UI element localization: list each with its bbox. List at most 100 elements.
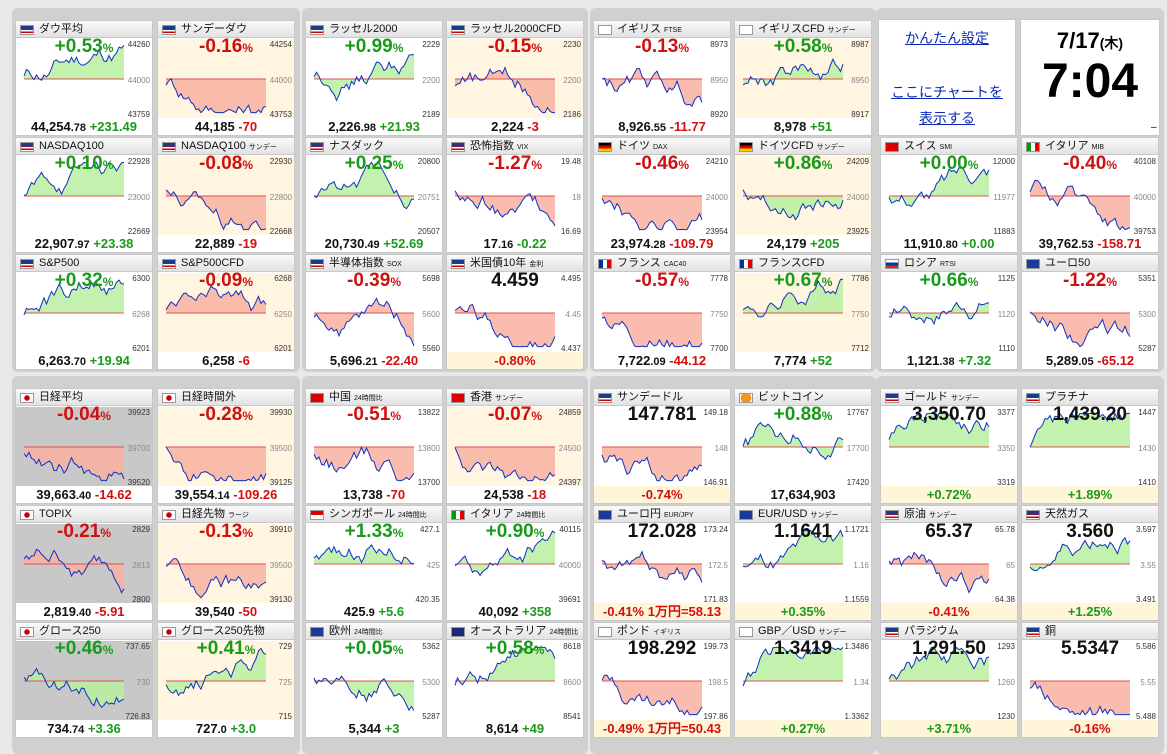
market-tile[interactable]: 5.586 5.55 5.488 銅 5.5347 -0.16%: [1021, 622, 1159, 738]
market-tile[interactable]: 40108 40000 39753 イタリア MIB -0.40% 39,762.53 -1…: [1021, 137, 1159, 253]
flag-icon: [310, 259, 324, 269]
market-tile[interactable]: 39910 39500 39130 日経先物 ラージ -0.13% 39,540 -50: [157, 505, 295, 621]
market-tile[interactable]: 22928 23000 22669 NASDAQ100 +0.10% 22,907.97 …: [15, 137, 153, 253]
market-tile[interactable]: 3.597 3.55 3.491 天然ガス 3.560 +1.25%: [1021, 505, 1159, 621]
mini-chart: 19.48 18 16.69: [447, 156, 583, 236]
axis-high: 427.1: [420, 525, 441, 534]
flag-icon: [739, 25, 753, 35]
market-tile[interactable]: 3377 3350 3319 ゴールド サンデー 3,350.70 +0.72%: [880, 388, 1018, 504]
tile-title: パラジウム: [904, 625, 959, 637]
market-tile[interactable]: 2229 2200 2189 ラッセル2000 +0.99% 2,226.98 +21.9…: [305, 20, 443, 136]
market-tile[interactable]: 149.18 148 146.91 サンデードル 147.781 -0.74%: [593, 388, 731, 504]
market-tile[interactable]: 173.24 172.5 171.83 ユーロ円 EUR/JPY 172.028 -0.4…: [593, 505, 731, 621]
axis-mid: 24500: [559, 444, 582, 453]
tile-title: 半導体指数 SOX: [329, 257, 402, 269]
market-tile[interactable]: 1.1721 1.16 1.1559 EUR/USD サンデー 1.1641 +0.35%: [734, 505, 872, 621]
market-tile[interactable]: 12000 11977 11883 スイス SMI +0.00% 11,910.80 +0.…: [880, 137, 1018, 253]
tile-title: 天然ガス: [1045, 508, 1089, 520]
market-tile[interactable]: 19.48 18 16.69 恐怖指数 VIX -1.27% 17.16 -0.22: [446, 137, 584, 253]
add-chart-link-line2[interactable]: 表示する: [919, 110, 975, 126]
market-tile[interactable]: 24209 24000 23925 ドイツCFD サンデー +0.86% 24,179 +2…: [734, 137, 872, 253]
tile-title: S&P500: [39, 257, 80, 269]
axis-high: 20800: [418, 157, 441, 166]
market-tile[interactable]: 2230 2200 2186 ラッセル2000CFD -0.15% 2,224 -3: [446, 20, 584, 136]
market-tile[interactable]: 40115 40000 39691 イタリア 24時間比 +0.90% 40,092 +35…: [446, 505, 584, 621]
axis-low: 39125: [270, 478, 293, 487]
axis-low: 197.86: [704, 712, 729, 721]
market-tile[interactable]: 4.495 4.45 4.437 米国債10年 金利 4.459 -0.80%: [446, 254, 584, 370]
tile-footer: +3.71%: [881, 720, 1017, 737]
flag-icon: [739, 627, 753, 637]
market-tile[interactable]: 44260 44000 43759 ダウ平均 +0.53% 44,254.78 +231.…: [15, 20, 153, 136]
market-tile[interactable]: 1447 1430 1410 プラチナ 1,439.20 +1.89%: [1021, 388, 1159, 504]
market-tile[interactable]: 729 725 715 グロース250先物 +0.41% 727.0 +3.0: [157, 622, 295, 738]
axis-mid: 1120: [998, 310, 1016, 319]
market-tile[interactable]: 2829 2813 2800 TOPIX -0.21% 2,819.40 -5.91: [15, 505, 153, 621]
axis-low: 171.83: [704, 595, 729, 604]
axis-high: 3.597: [1136, 525, 1157, 534]
market-tile[interactable]: 8987 8950 8917 イギリスCFD サンデー +0.58% 8,978 +51: [734, 20, 872, 136]
axis-high: 39910: [270, 525, 293, 534]
market-tile[interactable]: 65.78 65 64.38 原油 サンデー 65.37 -0.41%: [880, 505, 1018, 621]
mini-chart: 4.495 4.45 4.437: [447, 273, 583, 353]
market-tile[interactable]: 8618 8600 8541 オーストラリア 24時間比 +0.58% 8,614 +49: [446, 622, 584, 738]
tile-footer: -0.80%: [447, 352, 583, 369]
tile-footer: 39,663.40 -14.62: [16, 486, 152, 503]
percent-change: 172.028: [627, 521, 697, 542]
axis-mid: 18: [572, 193, 581, 202]
market-tile[interactable]: 17767 17700 17420 ビットコイン +0.88% 17,634,903: [734, 388, 872, 504]
market-tile[interactable]: 199.73 198.5 197.86 ポンド イギリス 198.292 -0.49% 1…: [593, 622, 731, 738]
axis-high: 40108: [1134, 157, 1157, 166]
tile-title: 恐怖指数 VIX: [470, 140, 529, 152]
axis-mid: 172.5: [708, 561, 729, 570]
mini-chart: 8618 8600 8541: [447, 641, 583, 721]
tile-title: イギリス FTSE: [617, 23, 682, 35]
axis-mid: 3350: [997, 444, 1015, 453]
tile-title: 米国債10年 金利: [470, 257, 544, 269]
market-tile[interactable]: 22930 22800 22668 NASDAQ100 サンデー -0.08% 22,889…: [157, 137, 295, 253]
market-tile[interactable]: 13822 13800 13700 中国 24時間比 -0.51% 13,738 -70: [305, 388, 443, 504]
tile-title: スイス SMI: [904, 140, 953, 152]
market-tile[interactable]: 20800 20751 20507 ナスダック +0.25% 20,730.49 +52.…: [305, 137, 443, 253]
market-tile[interactable]: 24210 24000 23954 ドイツ DAX -0.46% 23,974.28 -10…: [593, 137, 731, 253]
market-tile[interactable]: 5362 5300 5287 欧州 24時間比 +0.05% 5,344 +3: [305, 622, 443, 738]
market-tile[interactable]: 6268 6250 6201 S&P500CFD -0.09% 6,258 -6: [157, 254, 295, 370]
axis-low: 64.38: [995, 595, 1016, 604]
market-tile[interactable]: 39923 39700 39520 日経平均 -0.04% 39,663.40 -14.6…: [15, 388, 153, 504]
market-tile[interactable]: 5351 5300 5287 ユーロ50 -1.22% 5,289.05 -65.12: [1021, 254, 1159, 370]
flag-icon: [885, 627, 899, 637]
market-tile[interactable]: 7786 7750 7712 フランスCFD +0.67% 7,774 +52: [734, 254, 872, 370]
market-tile[interactable]: 737.65 730 726.83 グロース250 +0.46% 734.74 +3.36: [15, 622, 153, 738]
axis-mid: 40000: [1134, 193, 1157, 202]
market-tile[interactable]: 39930 39500 39125 日経時間外 -0.28% 39,554.14 -109…: [157, 388, 295, 504]
market-tile[interactable]: 5698 5600 5560 半導体指数 SOX -0.39% 5,696.21 -22.4…: [305, 254, 443, 370]
axis-low: 8541: [563, 712, 581, 721]
market-tile[interactable]: 1.3486 1.34 1.3362 GBP／USD サンデー 1.3419 +0.27%: [734, 622, 872, 738]
tile-header: イタリア MIB: [1022, 138, 1158, 155]
market-tile[interactable]: 8973 8950 8920 イギリス FTSE -0.13% 8,926.55 -11.7…: [593, 20, 731, 136]
flag-icon: [1026, 393, 1040, 403]
flag-icon: [1026, 259, 1040, 269]
flag-icon: [598, 510, 612, 520]
tile-header: サンデードル: [594, 389, 730, 406]
market-tile[interactable]: 427.1 425 420.35 シンガポール 24時間比 +1.33% 425.9 +5.…: [305, 505, 443, 621]
tile-header: NASDAQ100: [16, 138, 152, 155]
axis-high: 65.78: [995, 525, 1016, 534]
add-chart-link[interactable]: ここにチャートを: [891, 84, 1003, 100]
axis-low: 715: [279, 712, 293, 721]
axis-high: 39923: [128, 408, 151, 417]
flag-icon: [310, 25, 324, 35]
tile-footer: 23,974.28 -109.79: [594, 235, 730, 252]
flag-icon: [162, 142, 176, 152]
market-tile[interactable]: 7778 7750 7700 フランス CAC40 -0.57% 7,722.09 -44.…: [593, 254, 731, 370]
market-tile[interactable]: 24859 24500 24397 香港 サンデー -0.07% 24,538 -18: [446, 388, 584, 504]
market-tile[interactable]: 6300 6268 6201 S&P500 +0.32% 6,263.70 +19.94: [15, 254, 153, 370]
axis-low: 23954: [706, 227, 729, 236]
tile-header: S&P500CFD: [158, 255, 294, 272]
percent-change: -0.21%: [57, 521, 111, 542]
axis-mid: 6268: [132, 310, 150, 319]
market-tile[interactable]: 44254 44000 43753 サンデーダウ -0.16% 44,185 -70: [157, 20, 295, 136]
easy-settings-link[interactable]: かんたん設定: [905, 30, 989, 46]
market-tile[interactable]: 1125 1120 1110 ロシア RTSI +0.66% 1,121.38 +7.32: [880, 254, 1018, 370]
market-tile[interactable]: 1293 1260 1230 パラジウム 1,291.50 +3.71%: [880, 622, 1018, 738]
